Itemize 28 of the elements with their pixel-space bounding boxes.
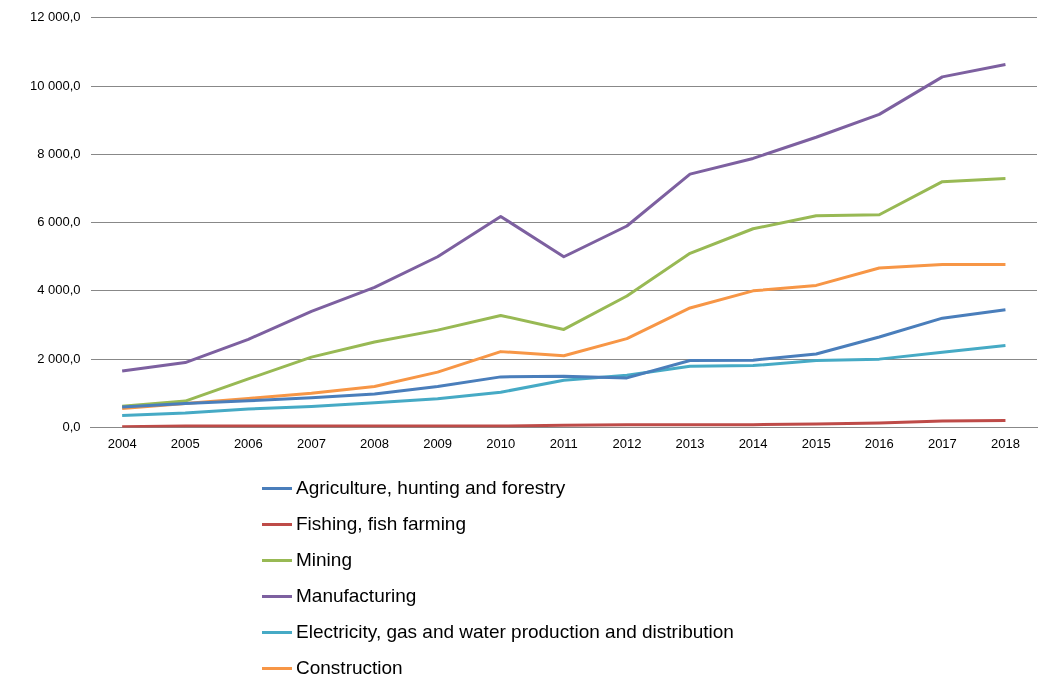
x-tick-label: 2006	[233, 435, 263, 451]
y-tick-label: 12 000,0	[29, 9, 81, 25]
legend-label: Fishing, fish farming	[296, 513, 467, 535]
y-tick-label: 8 000,0	[37, 145, 81, 161]
legend-label: Manufacturing	[296, 585, 417, 607]
y-tick-label: 6 000,0	[37, 214, 81, 230]
y-tick-label: 0,0	[62, 418, 81, 434]
x-tick-label: 2007	[296, 435, 326, 451]
x-tick-label: 2016	[864, 435, 894, 451]
x-tick-label: 2005	[170, 435, 200, 451]
x-tick-label: 2015	[801, 435, 831, 451]
y-tick-label: 2 000,0	[37, 350, 81, 366]
x-tick-label: 2012	[612, 435, 642, 451]
x-tick-label: 2013	[675, 435, 705, 451]
x-tick-label: 2011	[549, 435, 578, 451]
y-tick-label: 10 000,0	[29, 77, 81, 93]
legend-label: Construction	[296, 657, 403, 679]
x-tick-label: 2010	[486, 435, 516, 451]
x-tick-label: 2004	[107, 435, 137, 451]
y-tick-label: 4 000,0	[37, 282, 81, 298]
legend-label: Mining	[296, 549, 352, 571]
x-tick-label: 2008	[360, 435, 389, 451]
x-tick-label: 2014	[738, 435, 768, 451]
legend-label: Electricity, gas and water production and distribution	[296, 621, 734, 643]
x-tick-label: 2009	[423, 435, 453, 451]
x-tick-label: 2017	[927, 435, 957, 451]
legend-label: Agriculture, hunting and forestry	[296, 477, 566, 499]
x-tick-label: 2018	[990, 435, 1020, 451]
